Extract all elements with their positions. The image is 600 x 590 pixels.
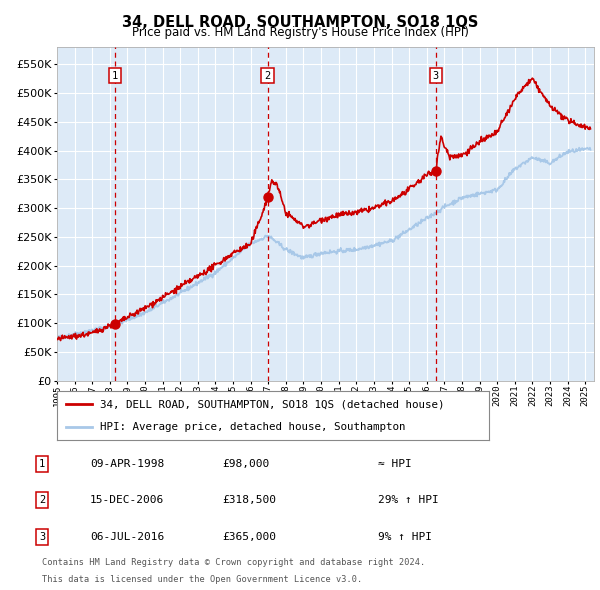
Text: This data is licensed under the Open Government Licence v3.0.: This data is licensed under the Open Gov…	[42, 575, 362, 584]
Text: 15-DEC-2006: 15-DEC-2006	[90, 496, 164, 505]
Text: ≈ HPI: ≈ HPI	[378, 459, 412, 468]
Text: 09-APR-1998: 09-APR-1998	[90, 459, 164, 468]
Text: 2: 2	[39, 496, 45, 505]
Text: 34, DELL ROAD, SOUTHAMPTON, SO18 1QS: 34, DELL ROAD, SOUTHAMPTON, SO18 1QS	[122, 15, 478, 30]
Text: £98,000: £98,000	[222, 459, 269, 468]
Text: Contains HM Land Registry data © Crown copyright and database right 2024.: Contains HM Land Registry data © Crown c…	[42, 558, 425, 567]
Text: HPI: Average price, detached house, Southampton: HPI: Average price, detached house, Sout…	[100, 422, 406, 432]
Text: 1: 1	[39, 459, 45, 468]
Text: £318,500: £318,500	[222, 496, 276, 505]
Text: 3: 3	[39, 532, 45, 542]
Text: 3: 3	[433, 71, 439, 80]
Text: Price paid vs. HM Land Registry's House Price Index (HPI): Price paid vs. HM Land Registry's House …	[131, 26, 469, 39]
Text: 29% ↑ HPI: 29% ↑ HPI	[378, 496, 439, 505]
Text: 1: 1	[112, 71, 118, 80]
Text: 2: 2	[265, 71, 271, 80]
Text: 9% ↑ HPI: 9% ↑ HPI	[378, 532, 432, 542]
Text: 34, DELL ROAD, SOUTHAMPTON, SO18 1QS (detached house): 34, DELL ROAD, SOUTHAMPTON, SO18 1QS (de…	[100, 399, 445, 409]
Text: £365,000: £365,000	[222, 532, 276, 542]
Text: 06-JUL-2016: 06-JUL-2016	[90, 532, 164, 542]
